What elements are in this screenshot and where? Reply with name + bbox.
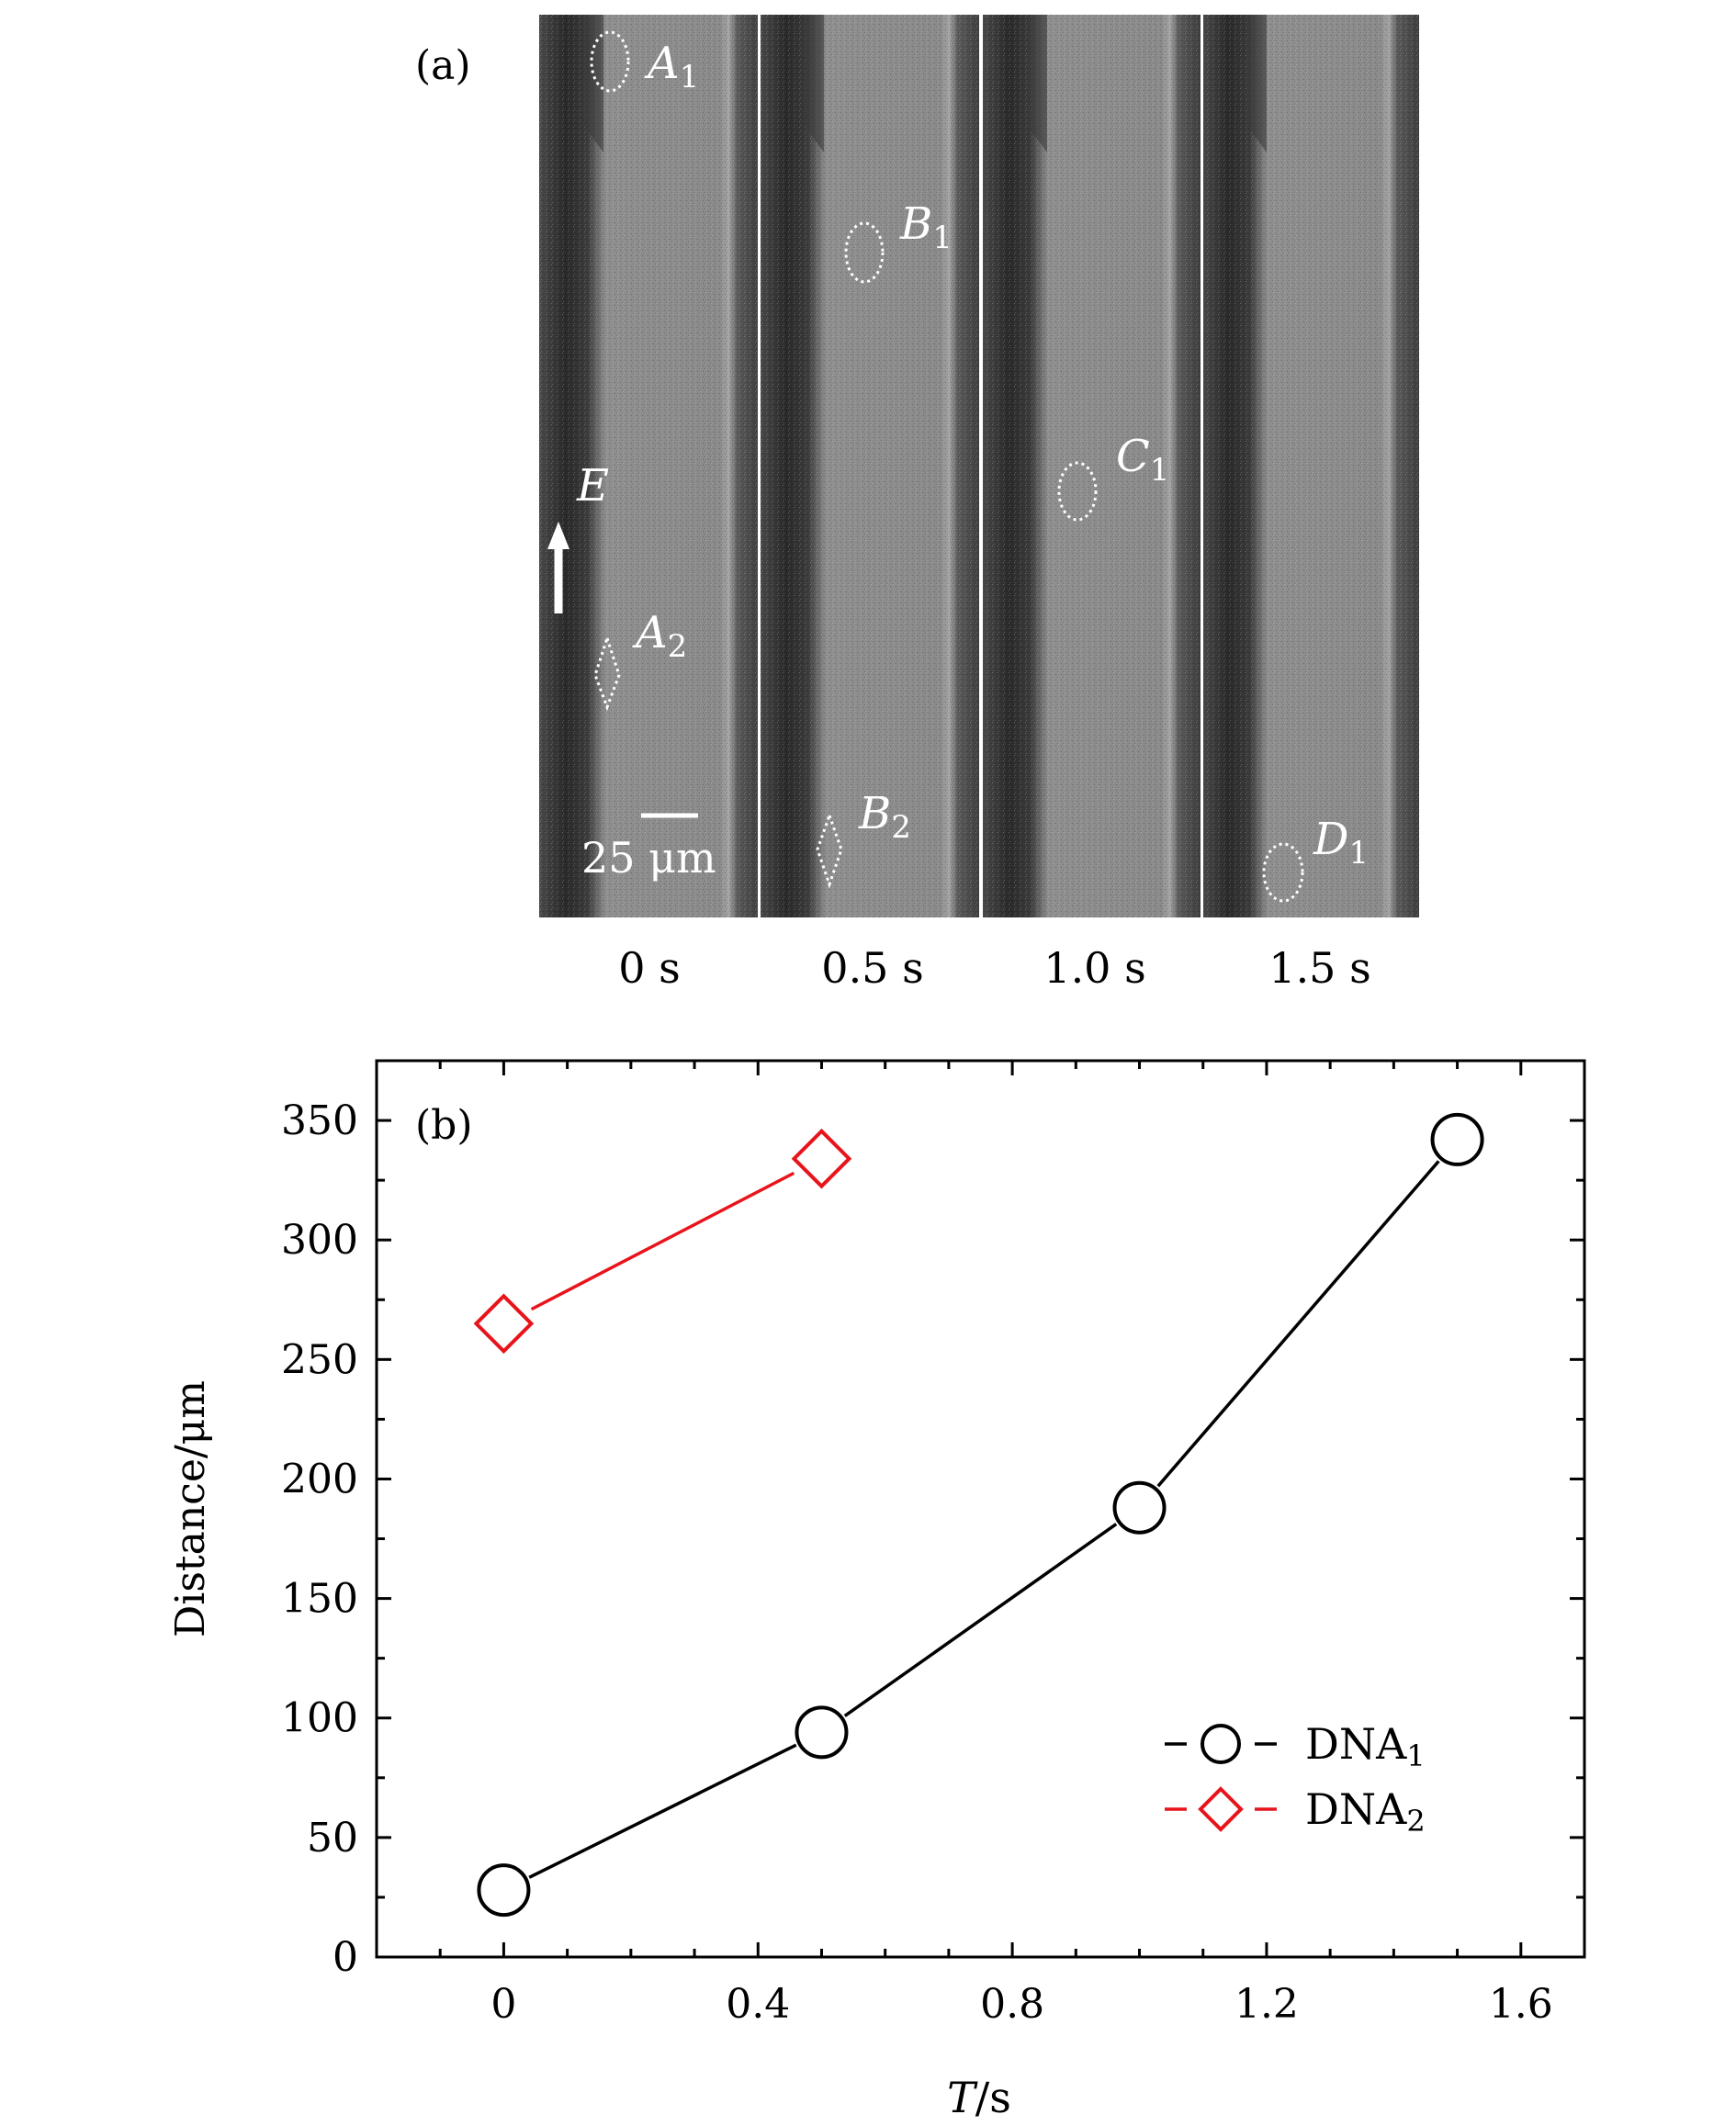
legend-entry-1: DNA1: [1165, 1719, 1426, 1773]
annotation-letter: C: [1116, 431, 1150, 482]
frame-noise: [983, 15, 1201, 917]
y-tick-label: 200: [281, 1456, 358, 1502]
channel-bevel: [583, 15, 603, 152]
panel-a-label: (a): [415, 42, 471, 89]
legend-label: DNA1: [1305, 1719, 1426, 1773]
x-tick-label: 1.2: [1234, 1981, 1299, 2028]
frame-3: [1202, 15, 1419, 917]
frame-time-label: 0 s: [618, 943, 681, 993]
series-1: [477, 1112, 1484, 1918]
y-tick-label: 250: [281, 1336, 358, 1383]
annotation-letter: B: [899, 198, 932, 250]
micrograph-frames: [539, 15, 1419, 917]
annotation-label: D1: [1313, 814, 1369, 872]
legend-marker: [1201, 1724, 1241, 1764]
data-point: [473, 1293, 535, 1355]
annotation-label: A1: [644, 38, 699, 96]
legend-entry-2: DNA2: [1165, 1784, 1426, 1839]
annotation-letter: D: [1313, 814, 1348, 865]
annotation-subscript: 2: [668, 628, 688, 665]
channel-bevel: [804, 15, 824, 152]
marker-b1: [844, 221, 885, 284]
legend-label-subscript: 1: [1406, 1738, 1425, 1773]
annotation-label: C1: [1116, 431, 1169, 489]
marker-a2: [593, 634, 621, 712]
annotation-subscript: 1: [680, 59, 700, 96]
annotation-label: B2: [858, 788, 911, 846]
data-point: [1430, 1112, 1484, 1166]
data-point: [795, 1705, 849, 1760]
y-axis-label: Distance/μm: [167, 1380, 214, 1637]
frame-time-label: 1.5 s: [1268, 943, 1370, 993]
annotation-subscript: 2: [891, 809, 911, 846]
x-tick-label: 0.8: [980, 1981, 1044, 2028]
series-2: [473, 1128, 852, 1355]
panel-b-chart: (b) 0 0.4 0.8 1.2 1.6 0 50 100 150 200 250 300 350 D…: [167, 1059, 1586, 2122]
annotation-letter: B: [858, 788, 891, 839]
marker-c1: [1057, 461, 1098, 522]
field-label: E: [576, 460, 609, 512]
annotation-subscript: 1: [1150, 452, 1170, 489]
annotation-subscript: 1: [1348, 835, 1369, 872]
time-labels: 0 s 0.5 s 1.0 s 1.5 s: [618, 943, 1370, 993]
x-axis-label-unit: /s: [975, 2073, 1011, 2122]
annotation-letter: A: [632, 607, 668, 658]
y-tick-label: 300: [281, 1217, 358, 1264]
marker-d1: [1262, 842, 1304, 903]
x-tick-label: 0: [490, 1981, 516, 2028]
y-tick-label: 50: [307, 1815, 358, 1862]
plot-frame: [375, 1059, 1586, 1959]
annotation-subscript: 1: [932, 219, 953, 256]
annotation-label: A2: [632, 607, 687, 665]
annotation-label: B1: [899, 198, 953, 256]
frame-noise: [760, 15, 980, 917]
series-layer: [473, 1112, 1484, 1918]
channel-bevel: [1246, 15, 1267, 152]
series-line-segment: [528, 1743, 797, 1879]
x-tick-label: 1.6: [1489, 1981, 1553, 2028]
frame-0: [539, 15, 760, 917]
y-tick-label: 0: [333, 1934, 358, 1981]
data-point: [477, 1863, 531, 1918]
frame-separator: [979, 15, 982, 917]
y-tick-label: 350: [281, 1097, 358, 1144]
frame-separator: [758, 15, 761, 917]
scale-bar-label: 25 μm: [581, 833, 716, 883]
series-line-segment: [530, 1171, 795, 1311]
x-tick-label: 0.4: [726, 1981, 790, 2028]
x-axis-label: T/s: [947, 2073, 1011, 2122]
frame-noise: [1202, 15, 1419, 917]
frame-1: [760, 15, 980, 917]
marker-a1: [590, 30, 630, 93]
frame-time-label: 1.0 s: [1043, 943, 1145, 993]
channel-bevel: [1027, 15, 1047, 152]
frame-2: [983, 15, 1201, 917]
data-point: [1112, 1480, 1167, 1535]
frame-separator: [1201, 15, 1203, 917]
field-arrow-icon: [547, 522, 569, 613]
marker-b2: [816, 811, 843, 889]
legend-marker: [1198, 1786, 1244, 1832]
x-axis-label-symbol: T: [947, 2073, 978, 2122]
legend-label-name: DNA: [1305, 1784, 1407, 1834]
frame-time-label: 0.5 s: [821, 943, 923, 993]
series-line-segment: [843, 1523, 1118, 1717]
legend-label: DNA2: [1305, 1784, 1426, 1839]
legend-label-subscript: 2: [1406, 1804, 1425, 1839]
annotation-letter: A: [644, 38, 680, 89]
legend-label-name: DNA: [1305, 1719, 1407, 1769]
panel-b-label: (b): [415, 1102, 473, 1149]
axes: 0 0.4 0.8 1.2 1.6 0 50 100 150 200 250 300 350: [281, 1059, 1584, 2028]
series-line-segment: [1156, 1160, 1440, 1488]
y-tick-label: 100: [281, 1695, 358, 1742]
data-point: [791, 1128, 852, 1189]
frame-noise: [539, 15, 760, 917]
y-tick-label: 150: [281, 1576, 358, 1623]
